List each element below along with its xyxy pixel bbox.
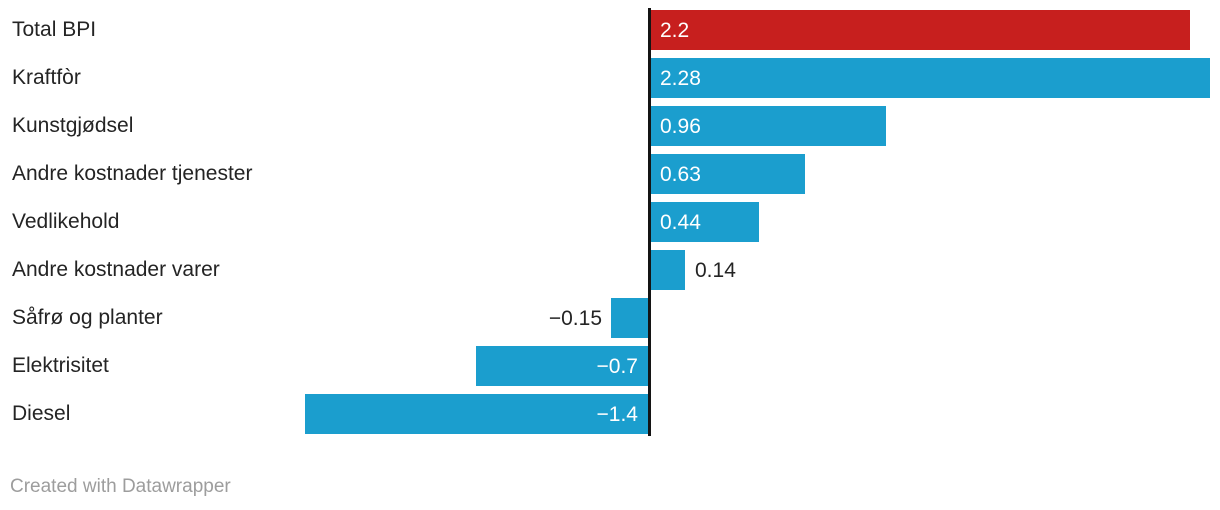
- category-label: Andre kostnader tjenester: [12, 162, 253, 185]
- bar: [476, 346, 648, 386]
- value-label: −1.4: [596, 403, 638, 426]
- datawrapper-attribution-link[interactable]: Created with Datawrapper: [10, 476, 231, 497]
- bar: [651, 202, 759, 242]
- zero-baseline-axis: [648, 8, 651, 436]
- category-label: Elektrisitet: [12, 354, 109, 377]
- category-label: Kunstgjødsel: [12, 114, 134, 137]
- value-label: 0.14: [695, 259, 736, 282]
- bar: [651, 154, 805, 194]
- bar: [611, 298, 648, 338]
- value-label: 0.44: [660, 211, 701, 234]
- value-label: 2.2: [660, 19, 690, 42]
- category-label: Total BPI: [12, 18, 97, 41]
- bar: [651, 106, 886, 146]
- value-label: 0.63: [660, 163, 701, 186]
- value-label: 2.28: [660, 67, 701, 90]
- value-label: −0.15: [548, 307, 602, 330]
- category-label: Diesel: [12, 402, 71, 425]
- bar: [651, 10, 1190, 50]
- value-label: 0.96: [660, 115, 701, 138]
- bar: [305, 394, 648, 434]
- category-label: Andre kostnader varer: [12, 258, 220, 281]
- category-label: Såfrø og planter: [12, 306, 163, 329]
- bar: [651, 250, 685, 290]
- category-label: Vedlikehold: [12, 210, 120, 233]
- bar: [651, 58, 1210, 98]
- value-label: −0.7: [596, 355, 638, 378]
- category-label: Kraftfòr: [12, 66, 81, 89]
